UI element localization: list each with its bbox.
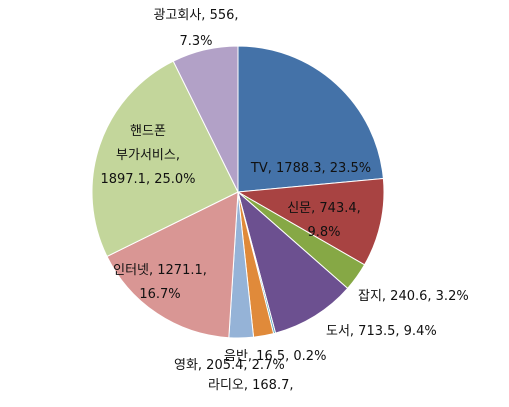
slice-label-2: 신문, 743.4, 9.8% xyxy=(287,201,361,240)
slice-label-line: 16.7% xyxy=(139,287,180,302)
slice-label-line: 핸드폰 xyxy=(130,123,166,139)
slice-label-line: 부가서비스, xyxy=(116,148,180,163)
slice-label-line: 음반, 16.5, 0.2% xyxy=(224,349,326,364)
slice-label-line: 1897.1, 25.0% xyxy=(100,172,195,187)
slice-label-line: 7.3% xyxy=(179,34,212,49)
slice-label-line: 잡지, 240.6, 3.2% xyxy=(358,289,469,304)
slice-label-8: 인터넷, 1271.1, 16.7% xyxy=(113,263,207,302)
slice-label-line: 라디오, 168.7, xyxy=(208,378,294,393)
pie-slice-4 xyxy=(237,190,349,334)
pie-slice-10 xyxy=(172,45,239,193)
slice-label-line: 광고회사, 556, xyxy=(153,8,238,23)
slice-label-4: 도서, 713.5, 9.4% xyxy=(326,324,437,339)
slice-label-line: 신문, 743.4, xyxy=(287,201,361,216)
pie-slice-9 xyxy=(91,60,239,258)
pie-slices xyxy=(91,45,385,339)
slice-label-line: TV, 1788.3, 23.5% xyxy=(250,161,371,176)
slice-label-line: 영화, 205.4, 2.7% xyxy=(174,358,285,373)
slice-label-6: 라디오, 168.7, xyxy=(208,378,294,393)
pie-slice-1 xyxy=(237,45,384,193)
pie-slice-2 xyxy=(236,177,385,266)
slice-label-3: 잡지, 240.6, 3.2% xyxy=(358,289,469,304)
slice-label-5: 음반, 16.5, 0.2% xyxy=(224,349,326,364)
pie-slice-8 xyxy=(106,191,239,339)
pie-labels: TV, 1788.3, 23.5% 신문, 743.4, 9.8% 잡지, 240.6… xyxy=(100,8,468,393)
slice-label-7: 영화, 205.4, 2.7% xyxy=(174,358,285,373)
slice-label-line: 도서, 713.5, 9.4% xyxy=(326,324,437,339)
slice-label-10: 광고회사, 556, 7.3% xyxy=(153,8,238,49)
slice-label-line: 9.8% xyxy=(307,225,340,240)
slice-label-line: 인터넷, 1271.1, xyxy=(113,263,207,278)
slice-label-1: TV, 1788.3, 23.5% xyxy=(250,161,371,176)
